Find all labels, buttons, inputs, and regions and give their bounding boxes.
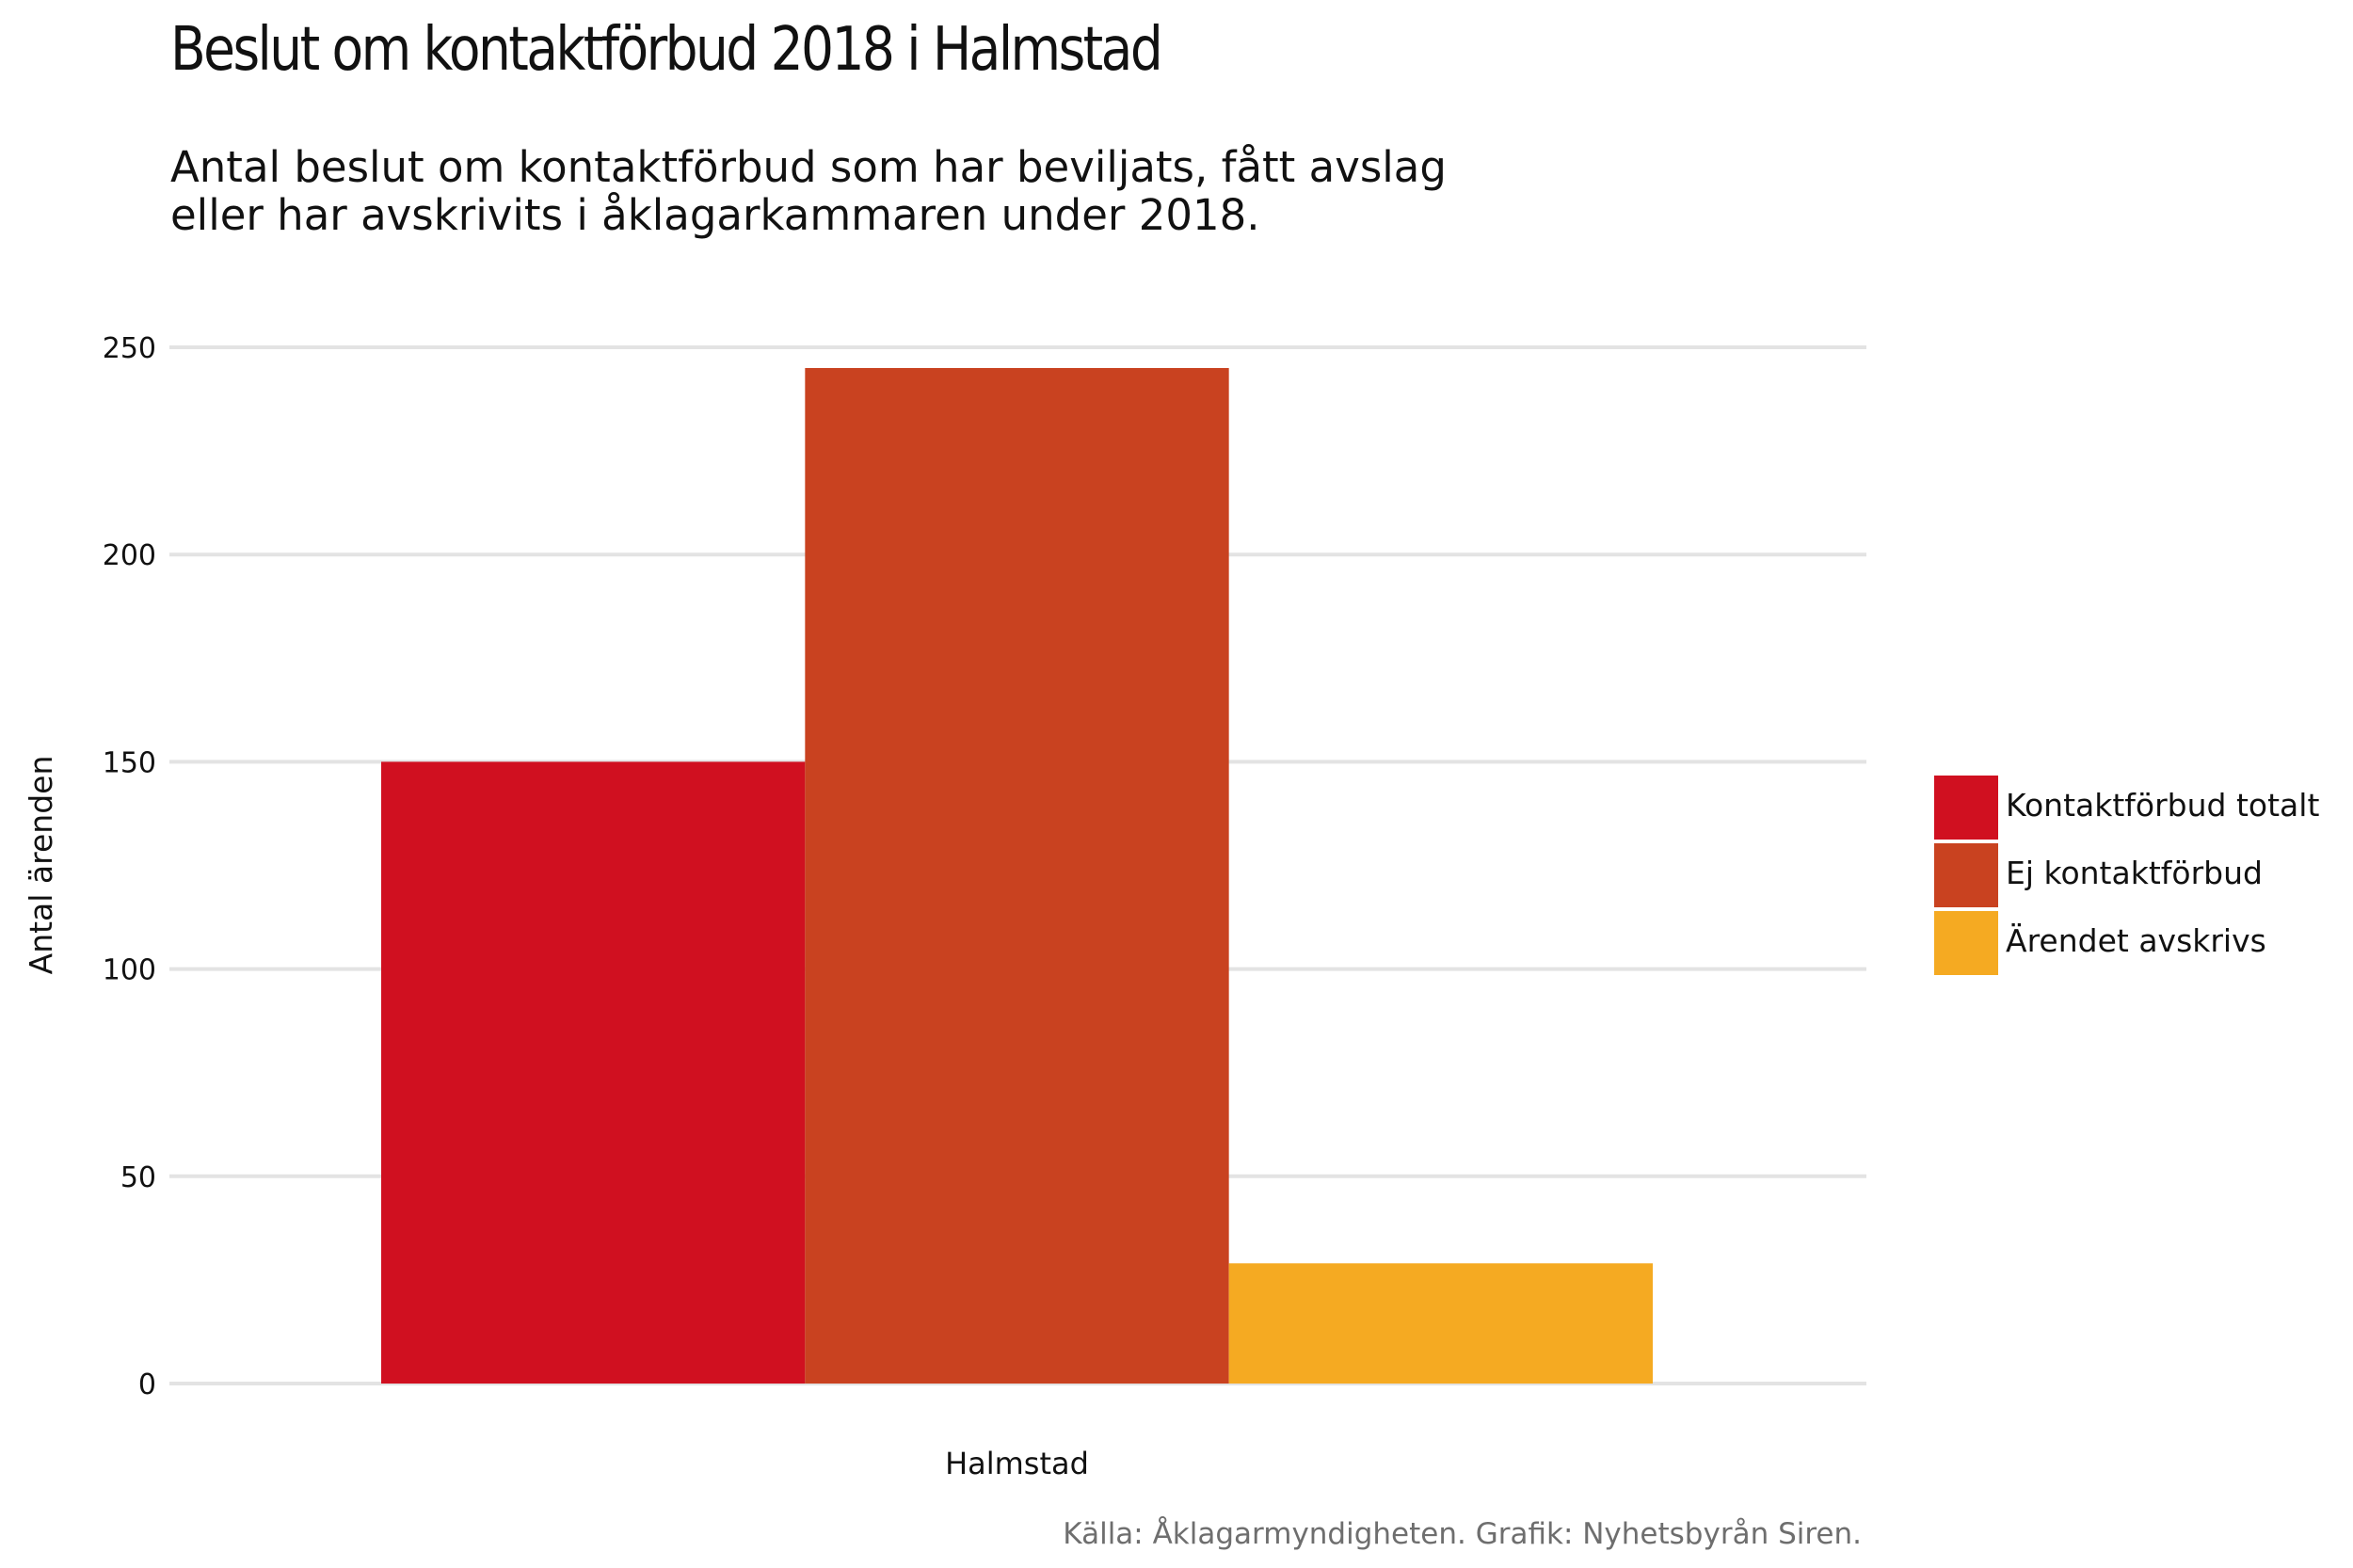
bar: [1228, 1263, 1653, 1384]
chart-subtitle-line: Antal beslut om kontaktförbud som har be…: [170, 142, 1447, 192]
chart-title: Beslut om kontaktförbud 2018 i Halmstad: [170, 15, 1163, 85]
x-tick-label: Halmstad: [945, 1446, 1089, 1481]
y-axis-label: Antal ärenden: [23, 756, 59, 975]
y-tick-label: 100: [103, 954, 156, 987]
y-tick-label: 250: [103, 332, 156, 365]
legend-label: Ej kontaktförbud: [2006, 855, 2263, 891]
bar: [805, 368, 1229, 1384]
y-tick-label: 150: [103, 746, 156, 779]
y-tick-label: 50: [120, 1161, 156, 1194]
legend-swatch: [1934, 776, 1998, 840]
y-tick-label: 200: [103, 539, 156, 572]
chart-subtitle: Antal beslut om kontaktförbud som har be…: [170, 143, 1582, 239]
bar: [381, 761, 806, 1384]
source-caption: Källa: Åklagarmyndigheten. Grafik: Nyhet…: [1063, 1517, 1862, 1551]
legend-swatch: [1934, 911, 1998, 975]
legend-label: Kontaktförbud totalt: [2006, 787, 2320, 824]
legend-label: Ärendet avskrivs: [2006, 922, 2266, 959]
legend-swatch: [1934, 843, 1998, 907]
chart-subtitle-line: eller har avskrivits i åklagarkammaren u…: [170, 190, 1260, 240]
y-tick-label: 0: [138, 1368, 156, 1401]
